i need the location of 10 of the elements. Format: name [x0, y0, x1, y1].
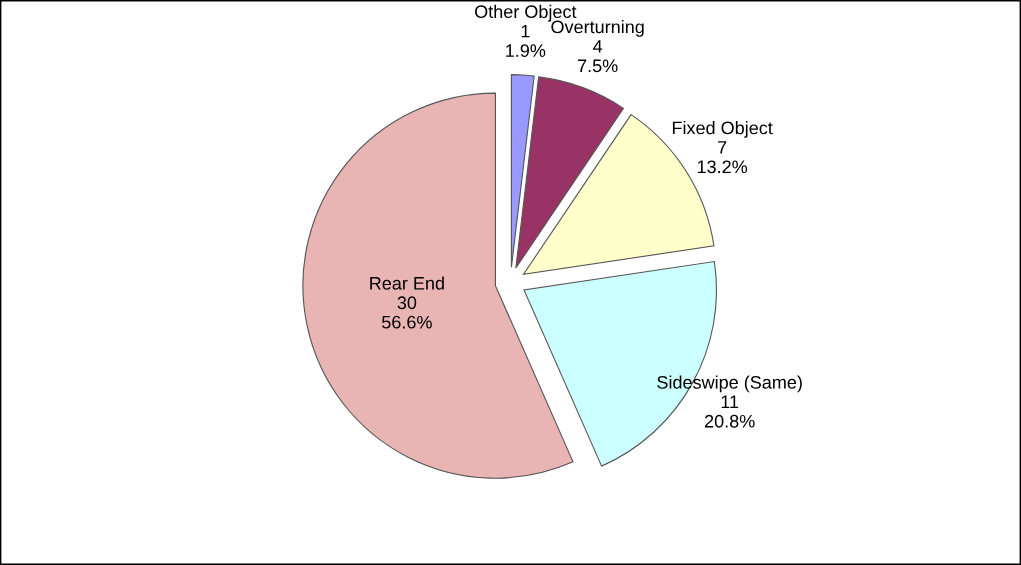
data-label: 30 56.6% [382, 296, 432, 329]
slice-label: Overturning [551, 20, 644, 37]
data-label: 4 7.5% [577, 40, 618, 73]
slice-label: Fixed Object [672, 121, 773, 138]
slice-label: Other Object [475, 4, 577, 22]
data-label: 11 20.8% [704, 395, 755, 428]
data-label: 1 1.9% [506, 24, 546, 57]
slice-label: Sideswipe (Same) [657, 375, 802, 393]
data-label: 7 13.2% [697, 141, 748, 174]
slice-label: Rear End [370, 276, 444, 290]
